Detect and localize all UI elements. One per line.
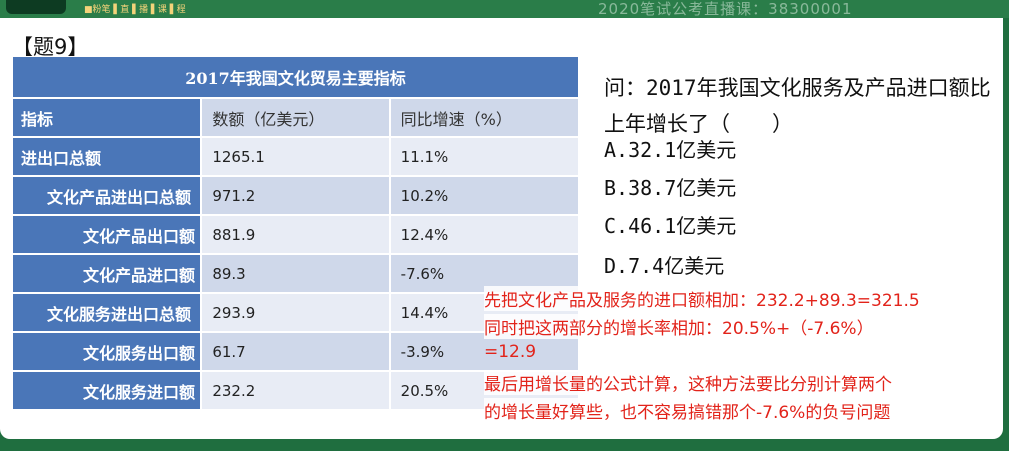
question-text: 问：2017年我国文化服务及产品进口额比上年增长了（ ） (604, 76, 991, 136)
row-value: 61.7 (201, 331, 391, 371)
top-bar: ■粉笔 ▌直 ▌播 ▌课 ▌程 2020笔试公考直播课：38300001 (0, 0, 1009, 18)
row-value: 293.9 (201, 292, 391, 332)
table-header-row: 指标 数额（亿美元） 同比增速（%） (13, 97, 578, 137)
table-row: 文化产品进出口总额 971.2 10.2% (13, 175, 578, 215)
row-name: 文化产品进出口总额 (13, 175, 203, 215)
header-amount: 数额（亿美元） (201, 97, 391, 137)
solution-note-2: 同时把这两部分的增长率相加：20.5%+（-7.6%） (484, 314, 874, 339)
brand-strip: ■粉笔 ▌直 ▌播 ▌课 ▌程 (84, 5, 186, 15)
row-value: 1265.1 (201, 136, 391, 176)
option-a: A.32.1亿美元 (604, 138, 737, 162)
option-c: C.46.1亿美元 (604, 214, 737, 238)
header-growth: 同比增速（%） (389, 97, 578, 137)
solution-note-3: =12.9 (484, 342, 537, 362)
row-growth: 12.4% (389, 214, 578, 254)
bottom-frame (0, 439, 1009, 451)
row-name: 文化服务进口额 (13, 370, 203, 409)
option-b: B.38.7亿美元 (604, 176, 737, 200)
table-row: 进出口总额 1265.1 11.1% (13, 136, 578, 176)
slide-canvas: 【题9】 2017年我国文化贸易主要指标 指标 数额（亿美元） 同比增速（%） … (0, 18, 1003, 439)
solution-note-4: 最后用增长量的公式计算，这种方法要比分别计算两个 (484, 370, 892, 395)
row-value: 971.2 (201, 175, 391, 215)
row-name: 文化服务进出口总额 (13, 292, 203, 332)
row-name: 文化产品出口额 (13, 214, 203, 254)
row-name: 文化服务出口额 (13, 331, 203, 371)
solution-note-5: 的增长量好算些，也不容易搞错那个-7.6%的负号问题 (484, 398, 891, 423)
ticker-text: 2020笔试公考直播课：38300001 (598, 0, 853, 18)
row-growth: 10.2% (389, 175, 578, 215)
row-name: 进出口总额 (13, 136, 203, 176)
table-row: 文化服务进出口总额 293.9 14.4% (13, 292, 578, 332)
table-row: 文化产品出口额 881.9 12.4% (13, 214, 578, 254)
row-growth: 11.1% (389, 136, 578, 176)
logo (6, 0, 66, 14)
option-d: D.7.4亿美元 (604, 254, 725, 278)
row-value: 232.2 (201, 370, 391, 409)
table-title: 2017年我国文化贸易主要指标 (13, 57, 578, 98)
question-label: 【题9】 (12, 35, 89, 59)
row-value: 881.9 (201, 214, 391, 254)
header-indicator: 指标 (13, 97, 203, 137)
row-name: 文化产品进口额 (13, 253, 203, 293)
row-value: 89.3 (201, 253, 391, 293)
solution-note-1: 先把文化产品及服务的进口额相加：232.2+89.3=321.5 (484, 286, 920, 311)
